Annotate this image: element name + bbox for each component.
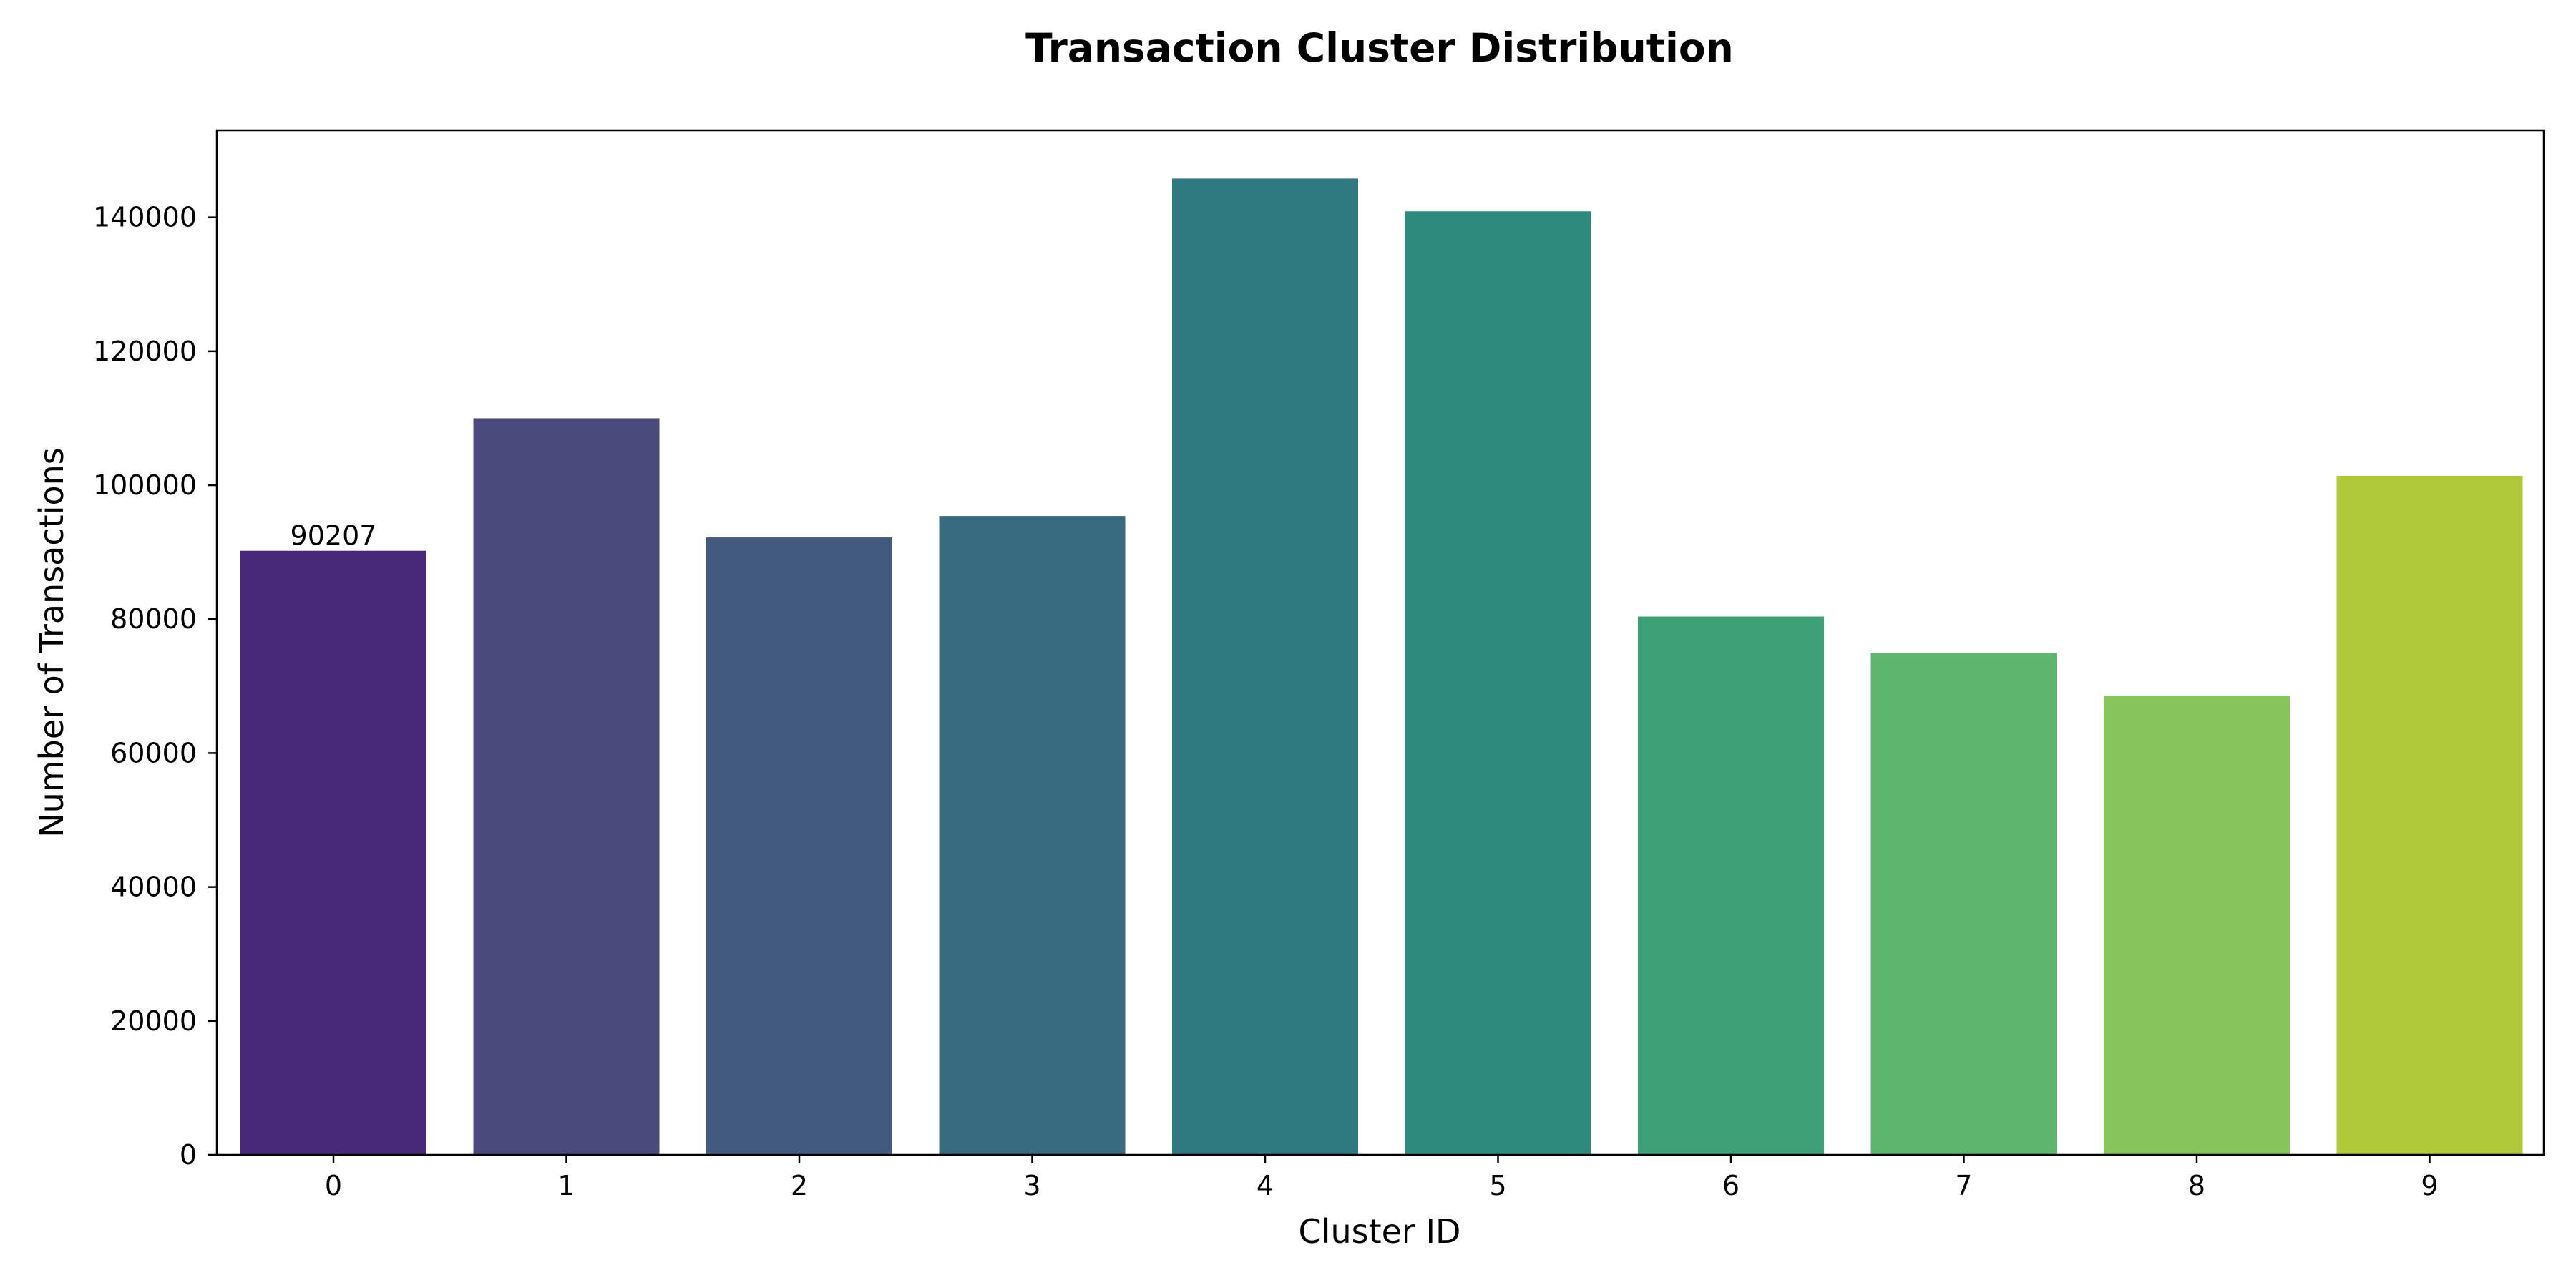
x-tick-label: 6 xyxy=(1722,1170,1740,1201)
x-tick-label: 4 xyxy=(1257,1170,1274,1201)
y-tick-label: 80000 xyxy=(110,603,197,635)
bar-cluster-0 xyxy=(240,550,426,1155)
bars-layer xyxy=(240,178,2523,1156)
y-tick-label: 40000 xyxy=(110,872,197,903)
x-tick-label: 0 xyxy=(325,1170,342,1201)
bar-cluster-8 xyxy=(2104,695,2290,1155)
x-tick-label: 2 xyxy=(791,1170,808,1201)
chart-title: Transaction Cluster Distribution xyxy=(1025,25,1734,71)
x-tick-label: 1 xyxy=(557,1170,575,1201)
bar-cluster-5 xyxy=(1405,211,1591,1156)
y-tick-label: 0 xyxy=(180,1139,197,1171)
x-tick-label: 5 xyxy=(1489,1170,1506,1201)
ticks-layer: 0 1 2 3 4 5 6 7 8 9 0 20000 40000 60000 80000 100000 120… xyxy=(93,202,2439,1201)
bar-cluster-6 xyxy=(1638,616,1824,1155)
bar-cluster-7 xyxy=(1870,653,2057,1155)
x-tick-label: 7 xyxy=(1955,1170,1972,1201)
bar-cluster-1 xyxy=(473,418,660,1155)
y-tick-label: 100000 xyxy=(93,469,197,501)
bar-cluster-2 xyxy=(706,537,892,1155)
data-labels-layer: 90207 xyxy=(291,520,377,552)
bar-cluster-3 xyxy=(939,516,1126,1155)
y-tick-label: 60000 xyxy=(110,737,197,769)
y-tick-label: 120000 xyxy=(93,336,197,367)
x-tick-label: 3 xyxy=(1023,1170,1040,1201)
x-axis-label: Cluster ID xyxy=(1299,1212,1461,1251)
y-tick-label: 20000 xyxy=(110,1005,197,1037)
bar-cluster-9 xyxy=(2336,475,2523,1155)
x-tick-label: 8 xyxy=(2188,1170,2205,1201)
y-tick-label: 140000 xyxy=(93,202,197,233)
plot-frame xyxy=(215,129,2545,1156)
x-tick-label: 9 xyxy=(2421,1170,2438,1201)
y-axis-label: Number of Transactions xyxy=(32,447,71,838)
bar-cluster-4 xyxy=(1172,178,1358,1156)
bar-value-label: 90207 xyxy=(291,520,377,552)
